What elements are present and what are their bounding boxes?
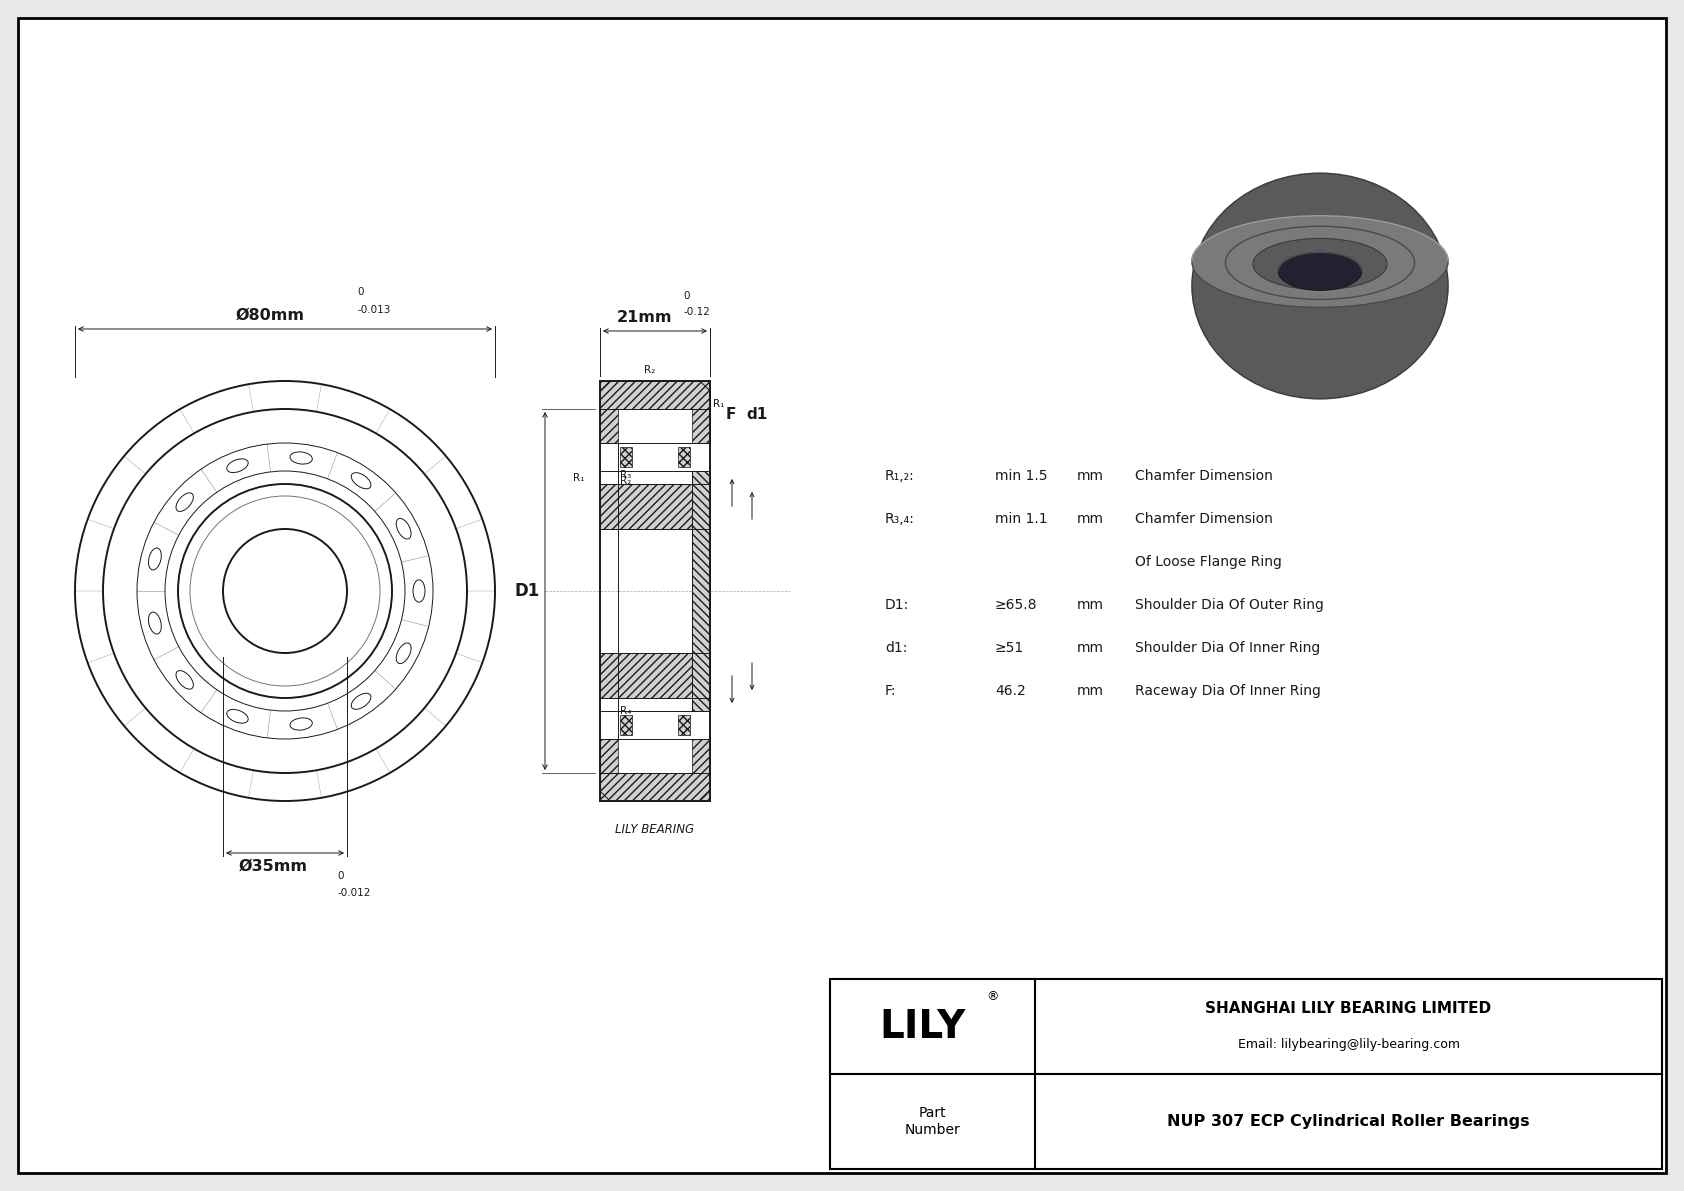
Ellipse shape <box>352 473 370 488</box>
Text: LILY BEARING: LILY BEARING <box>615 823 694 836</box>
Bar <box>600 653 692 698</box>
Text: R₂: R₂ <box>645 364 655 375</box>
Text: D1: D1 <box>514 582 539 600</box>
Ellipse shape <box>148 612 162 634</box>
Ellipse shape <box>227 710 248 723</box>
Text: R₃: R₃ <box>620 470 632 480</box>
Text: D1:: D1: <box>886 598 909 612</box>
Bar <box>679 447 690 467</box>
Ellipse shape <box>1192 173 1448 399</box>
Text: -0.013: -0.013 <box>357 305 391 314</box>
Ellipse shape <box>396 518 411 540</box>
Bar <box>600 773 711 802</box>
Bar <box>679 716 690 735</box>
Bar <box>692 409 711 443</box>
Ellipse shape <box>352 693 370 710</box>
Text: mm: mm <box>1078 641 1105 655</box>
Text: Ø80mm: Ø80mm <box>236 308 305 323</box>
Ellipse shape <box>396 643 411 663</box>
Ellipse shape <box>1278 252 1362 291</box>
Text: 0: 0 <box>337 871 344 881</box>
Text: R₂: R₂ <box>620 476 632 486</box>
Text: -0.12: -0.12 <box>684 307 711 317</box>
Text: d1:: d1: <box>886 641 908 655</box>
Bar <box>620 447 632 467</box>
Text: Email: lilybearing@lily-bearing.com: Email: lilybearing@lily-bearing.com <box>1238 1039 1460 1050</box>
Text: F:: F: <box>886 684 896 698</box>
Text: -0.012: -0.012 <box>337 888 370 898</box>
Ellipse shape <box>1192 216 1448 307</box>
Text: R₁: R₁ <box>573 473 584 484</box>
Text: R₄: R₄ <box>620 706 632 716</box>
Text: min 1.5: min 1.5 <box>995 469 1047 484</box>
Text: min 1.1: min 1.1 <box>995 512 1047 526</box>
Text: LILY: LILY <box>879 1008 965 1046</box>
Text: R₁,₂:: R₁,₂: <box>886 469 914 484</box>
Bar <box>600 381 711 409</box>
Text: mm: mm <box>1078 598 1105 612</box>
Text: Part
Number: Part Number <box>904 1106 960 1136</box>
Bar <box>600 738 618 773</box>
Text: 46.2: 46.2 <box>995 684 1026 698</box>
Text: Shoulder Dia Of Outer Ring: Shoulder Dia Of Outer Ring <box>1135 598 1324 612</box>
Text: mm: mm <box>1078 469 1105 484</box>
Bar <box>692 470 711 711</box>
Text: Raceway Dia Of Inner Ring: Raceway Dia Of Inner Ring <box>1135 684 1320 698</box>
Text: Of Loose Flange Ring: Of Loose Flange Ring <box>1135 555 1282 569</box>
Bar <box>600 409 618 443</box>
Bar <box>600 484 692 529</box>
Text: mm: mm <box>1078 684 1105 698</box>
Ellipse shape <box>177 493 194 511</box>
Text: R₃,₄:: R₃,₄: <box>886 512 914 526</box>
Text: R₁: R₁ <box>712 399 724 409</box>
Text: 0: 0 <box>684 291 689 301</box>
Text: 0: 0 <box>357 287 364 297</box>
Text: mm: mm <box>1078 512 1105 526</box>
Ellipse shape <box>413 580 424 603</box>
Text: ≥51: ≥51 <box>995 641 1024 655</box>
Text: Chamfer Dimension: Chamfer Dimension <box>1135 469 1273 484</box>
Text: ≥65.8: ≥65.8 <box>995 598 1037 612</box>
Bar <box>692 738 711 773</box>
Ellipse shape <box>290 718 312 730</box>
Ellipse shape <box>148 548 162 570</box>
Text: SHANGHAI LILY BEARING LIMITED: SHANGHAI LILY BEARING LIMITED <box>1206 1000 1492 1016</box>
Bar <box>830 979 1662 1170</box>
Text: F: F <box>726 407 736 423</box>
Text: Ø35mm: Ø35mm <box>239 859 308 874</box>
Text: 21mm: 21mm <box>618 310 672 325</box>
Ellipse shape <box>177 671 194 690</box>
Text: NUP 307 ECP Cylindrical Roller Bearings: NUP 307 ECP Cylindrical Roller Bearings <box>1167 1114 1529 1129</box>
Text: d1: d1 <box>746 407 768 423</box>
Text: Shoulder Dia Of Inner Ring: Shoulder Dia Of Inner Ring <box>1135 641 1320 655</box>
Bar <box>620 716 632 735</box>
Text: Chamfer Dimension: Chamfer Dimension <box>1135 512 1273 526</box>
Ellipse shape <box>1253 238 1388 289</box>
Ellipse shape <box>290 451 312 464</box>
Text: ®: ® <box>987 990 999 1003</box>
Ellipse shape <box>227 459 248 473</box>
